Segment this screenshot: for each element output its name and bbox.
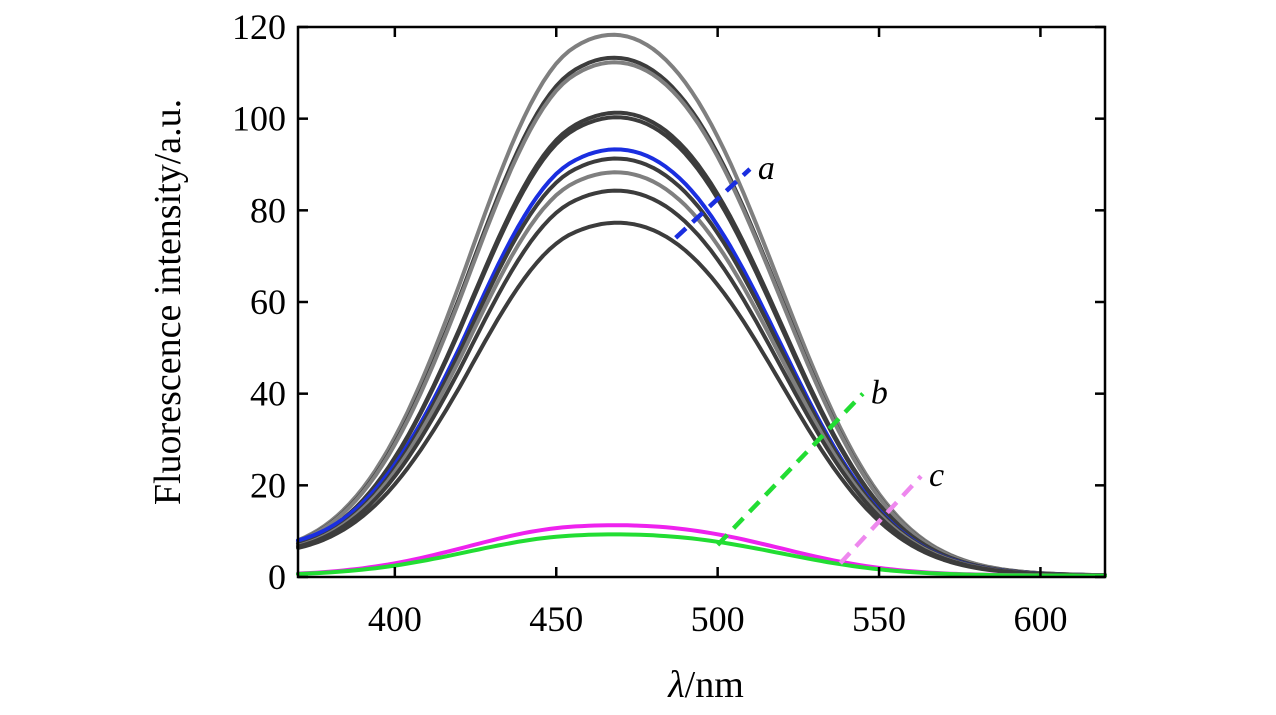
series-line-gray-3: [296, 170, 1107, 578]
leader-line-c: [838, 474, 923, 565]
leader-line-b: [716, 392, 865, 547]
curve-label-a: a: [758, 150, 775, 187]
x-axis-title: λ/nm: [667, 664, 744, 706]
curve-label-b: b: [871, 375, 888, 412]
series-layer: [296, 32, 1107, 578]
y-tick-label: 20: [250, 465, 286, 505]
x-axis-var: λ: [667, 664, 684, 706]
tick-layer: 0 20 40 60 80 100 120 400 450 500 550 600: [232, 7, 1105, 639]
series-line-dark-6: [296, 220, 1107, 578]
y-tick-label: 120: [232, 7, 286, 47]
curve-label-c: c: [929, 457, 944, 494]
x-tick-label: 450: [529, 599, 583, 639]
y-tick-label: 80: [250, 190, 286, 230]
series-line-gray-2: [296, 60, 1107, 578]
x-tick-label: 550: [852, 599, 906, 639]
series-line-b: [296, 532, 1107, 578]
series-line-dark-2: [296, 110, 1107, 578]
leader-line-a: [674, 167, 752, 240]
x-tick-label: 600: [1013, 599, 1067, 639]
annotation-layer: a b c: [674, 150, 944, 565]
x-tick-label: 400: [368, 599, 422, 639]
y-axis-title: Fluorescence intensity/a.u.: [147, 99, 189, 505]
x-axis-unit: /nm: [685, 664, 744, 706]
y-tick-label: 100: [232, 99, 286, 139]
x-tick-label: 500: [691, 599, 745, 639]
series-line-dark-3: [296, 115, 1107, 578]
y-tick-label: 40: [250, 374, 286, 414]
y-tick-label: 0: [268, 557, 286, 597]
y-tick-label: 60: [250, 282, 286, 322]
series-line-gray-1: [296, 32, 1107, 578]
series-line-dark-1: [296, 55, 1107, 578]
